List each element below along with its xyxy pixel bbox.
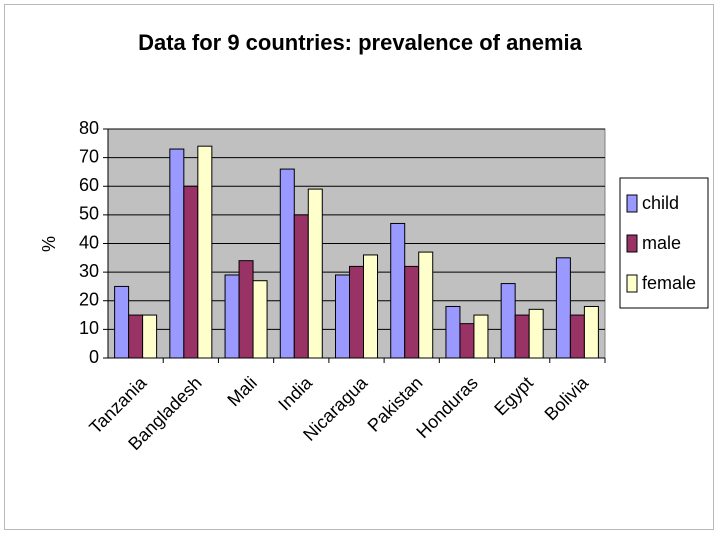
bar-female	[474, 315, 488, 358]
bar-male	[405, 266, 419, 358]
bar-female	[198, 146, 212, 358]
bar-male	[350, 266, 364, 358]
legend-swatch-female	[627, 275, 637, 292]
x-tick-label: India	[274, 372, 316, 414]
bar-child	[501, 284, 515, 358]
x-tick-label: Mali	[223, 373, 260, 410]
bar-male	[184, 186, 198, 358]
legend-label-female: female	[642, 273, 696, 293]
bar-female	[529, 309, 543, 358]
y-tick-label: 40	[79, 232, 99, 252]
y-tick-label: 20	[79, 290, 99, 310]
legend-swatch-male	[627, 235, 637, 252]
y-tick-label: 60	[79, 175, 99, 195]
bar-male	[294, 215, 308, 358]
bar-female	[584, 306, 598, 358]
bar-child	[115, 286, 129, 358]
y-tick-label: 50	[79, 204, 99, 224]
y-tick-label: 0	[89, 347, 99, 367]
y-tick-label: 30	[79, 261, 99, 281]
bar-child	[446, 306, 460, 358]
y-tick-label: 80	[79, 118, 99, 138]
x-tick-label: Bolivia	[541, 372, 593, 424]
y-tick-label: 70	[79, 146, 99, 166]
x-tick-label: Honduras	[412, 373, 481, 442]
bar-male	[460, 324, 474, 358]
bar-child	[556, 258, 570, 358]
bar-child	[170, 149, 184, 358]
bar-male	[239, 261, 253, 358]
legend: child male female	[620, 178, 708, 308]
bar-male	[129, 315, 143, 358]
bar-child	[336, 275, 350, 358]
bar-female	[364, 255, 378, 358]
bar-male	[570, 315, 584, 358]
bar-child	[225, 275, 239, 358]
bar-female	[419, 252, 433, 358]
bar-child	[280, 169, 294, 358]
y-tick-label: 10	[79, 318, 99, 338]
x-tick-label: Egypt	[490, 373, 537, 420]
anemia-bar-chart: 01020304050607080TanzaniaBangladesh Mali I…	[0, 0, 720, 540]
y-axis-label: %	[39, 236, 59, 252]
legend-label-male: male	[642, 233, 681, 253]
bar-female	[143, 315, 157, 358]
bar-male	[515, 315, 529, 358]
bar-female	[308, 189, 322, 358]
legend-swatch-child	[627, 195, 637, 212]
bar-child	[391, 223, 405, 358]
legend-label-child: child	[642, 193, 679, 213]
bar-female	[253, 281, 267, 358]
